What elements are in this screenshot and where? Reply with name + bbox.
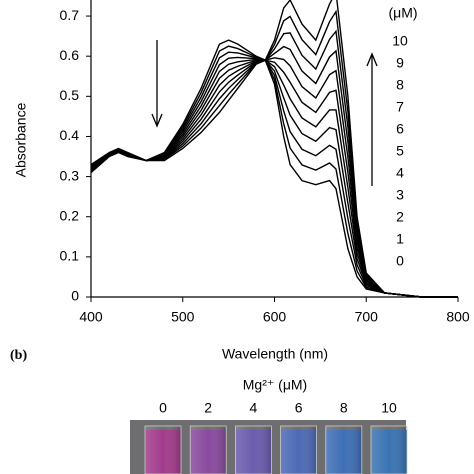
cuvette-glass: [234, 425, 272, 474]
legend-label: 10: [392, 33, 408, 49]
x-tick-label: 400: [79, 309, 103, 325]
legend-label: 2: [396, 209, 404, 225]
legend-label: 7: [396, 99, 404, 115]
spectrum-line: [91, 0, 458, 298]
x-tick-label: 700: [355, 309, 379, 325]
legend-label: 0: [396, 253, 404, 269]
y-tick-label: 0.1: [60, 248, 80, 264]
legend-label: 1: [396, 231, 404, 247]
y-axis-label: Absorbance: [13, 102, 29, 177]
cuvette-glass: [280, 425, 318, 474]
legend-label: 6: [396, 121, 404, 137]
cuvette-glass: [144, 425, 182, 474]
cuvette-glass: [325, 425, 363, 474]
legend-title: (μM): [388, 5, 417, 21]
x-tick-label: 600: [263, 309, 287, 325]
arrow-head: [366, 52, 378, 67]
legend-label: 3: [396, 187, 404, 203]
arrow-head: [151, 113, 163, 128]
sample-label: 2: [204, 400, 212, 416]
cuvettes: [144, 425, 408, 474]
panel-label: (b): [10, 348, 27, 363]
y-tick-label: 0.3: [60, 167, 80, 183]
x-tick-label: 500: [171, 309, 195, 325]
y-tick-label: 0.5: [60, 87, 80, 103]
x-axis-label: Wavelength (nm): [222, 346, 328, 362]
curves: [91, 0, 458, 298]
y-tick-label: 0.2: [60, 207, 80, 223]
cuvette-glass: [189, 425, 227, 474]
y-tick-label: 0: [71, 288, 79, 304]
sample-label: 6: [295, 400, 303, 416]
cuvette-glass: [370, 425, 408, 474]
legend-label: 9: [396, 55, 404, 71]
y-tick-label: 0.7: [60, 7, 80, 23]
legend-label: 4: [396, 165, 404, 181]
sample-label: 0: [159, 400, 167, 416]
legend-label: 5: [396, 143, 404, 159]
sample-label: 8: [340, 400, 348, 416]
legend-label: 8: [396, 77, 404, 93]
sample-label: 10: [381, 400, 397, 416]
y-tick-label: 0.6: [60, 47, 80, 63]
x-tick-label: 800: [446, 309, 470, 325]
y-tick-label: 0.4: [60, 127, 80, 143]
photo-title: Mg²⁺ (μM): [243, 377, 307, 393]
sample-label: 4: [250, 400, 258, 416]
